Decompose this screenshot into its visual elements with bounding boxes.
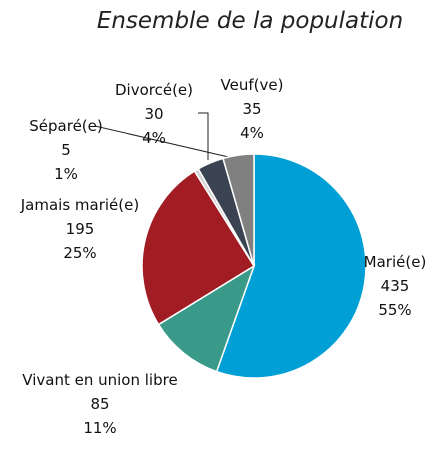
data-label: Marié(e) 435 55% xyxy=(355,250,435,322)
percent-label: 4% xyxy=(142,129,166,147)
chart-title: Ensemble de la population xyxy=(96,8,404,34)
count-label: 195 xyxy=(65,220,95,238)
pie-slice xyxy=(141,170,256,326)
percent-label: 25% xyxy=(63,244,97,262)
data-label: Veuf(ve) 35 4% xyxy=(207,73,297,145)
category-label: Séparé(e) xyxy=(29,117,103,135)
count-label: 435 xyxy=(380,277,410,295)
category-label: Veuf(ve) xyxy=(220,76,284,94)
pie-slice xyxy=(157,264,256,373)
leader-line xyxy=(198,112,209,160)
pie-slice xyxy=(215,153,367,379)
leader-line xyxy=(94,125,251,163)
pie-slice xyxy=(222,153,255,267)
category-label: Vivant en union libre xyxy=(22,371,178,389)
count-label: 30 xyxy=(144,105,164,123)
data-label: Divorcé(e) 30 4% xyxy=(99,78,209,150)
data-label: Vivant en union libre 85 11% xyxy=(15,368,185,440)
category-label: Jamais marié(e) xyxy=(20,196,140,214)
count-label: 5 xyxy=(61,141,71,159)
data-label: Jamais marié(e) 195 25% xyxy=(5,193,155,265)
percent-label: 11% xyxy=(83,419,117,437)
category-label: Marié(e) xyxy=(363,253,427,271)
data-label: Séparé(e) 5 1% xyxy=(16,114,116,186)
percent-label: 1% xyxy=(54,165,78,183)
percent-label: 55% xyxy=(378,301,412,319)
percent-label: 4% xyxy=(240,124,264,142)
category-label: Divorcé(e) xyxy=(114,81,194,99)
count-label: 35 xyxy=(242,100,262,118)
count-label: 85 xyxy=(90,395,110,413)
